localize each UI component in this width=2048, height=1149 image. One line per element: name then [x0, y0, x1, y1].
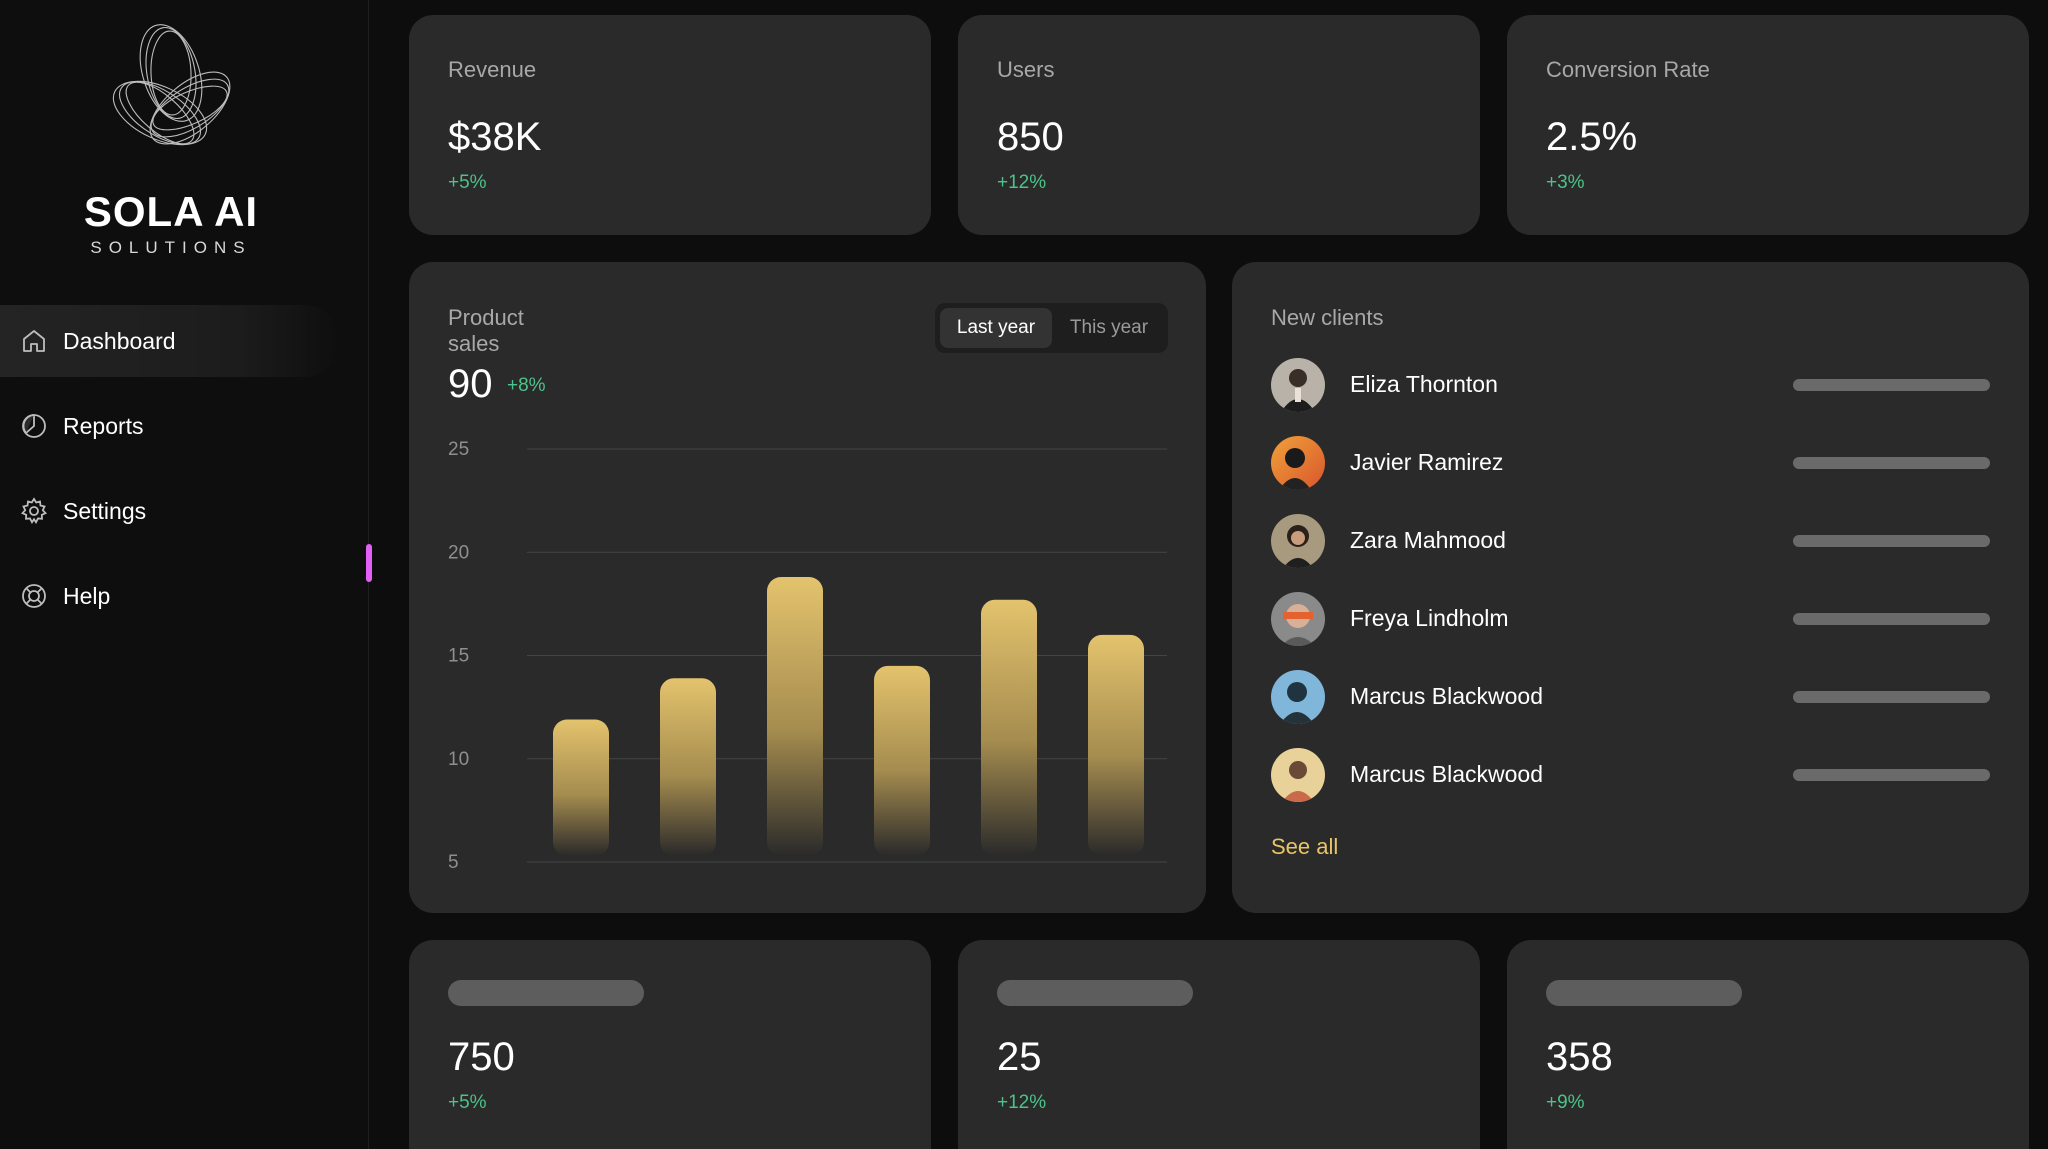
- home-icon: [20, 327, 48, 355]
- client-row[interactable]: Marcus Blackwood: [1271, 670, 1991, 726]
- stat-value: 2.5%: [1546, 115, 1638, 159]
- sidebar: SOLA AI SOLUTIONS Dashboard: [0, 0, 372, 1149]
- chart-y-tick-label: 10: [448, 749, 469, 770]
- client-row[interactable]: Javier Ramirez: [1271, 436, 1991, 492]
- chart-y-tick-label: 15: [448, 646, 469, 667]
- metric-card: [1507, 940, 2029, 1149]
- product-sales-title: Product sales: [448, 305, 524, 356]
- client-row[interactable]: Freya Lindholm: [1271, 592, 1991, 648]
- metric-value: 358: [1546, 1035, 1613, 1079]
- stat-change: +3%: [1546, 172, 1585, 193]
- stat-title: Revenue: [448, 57, 537, 82]
- chart-bar[interactable]: [981, 599, 1037, 856]
- client-row[interactable]: Marcus Blackwood: [1271, 748, 1991, 804]
- sidebar-item-label: Help: [63, 582, 111, 609]
- placeholder-label: [997, 980, 1193, 1006]
- sidebar-resize-handle[interactable]: [366, 544, 372, 582]
- product-sales-chart: 25 20 15 10 5: [448, 439, 1167, 870]
- metric-value: 750: [448, 1035, 515, 1079]
- avatar: [1271, 592, 1325, 646]
- sidebar-item-dashboard[interactable]: Dashboard: [0, 305, 340, 377]
- stat-card-revenue: Revenue $38K +5%: [409, 15, 931, 235]
- avatar: [1271, 358, 1325, 412]
- chart-y-tick-label: 25: [448, 439, 469, 460]
- pie-chart-icon: [20, 412, 48, 440]
- avatar: [1271, 514, 1325, 568]
- client-name: Marcus Blackwood: [1350, 761, 1544, 787]
- chart-y-tick-label: 5: [448, 852, 459, 870]
- sidebar-nav: Dashboard Reports: [0, 305, 369, 645]
- client-name: Javier Ramirez: [1350, 449, 1504, 475]
- stat-value: $38K: [448, 115, 542, 159]
- client-progress-bar: [1793, 691, 1990, 703]
- logo-mark-icon: [112, 24, 231, 146]
- brand-logo[interactable]: SOLA AI SOLUTIONS: [0, 18, 340, 257]
- stat-title: Users: [997, 57, 1055, 82]
- client-name: Marcus Blackwood: [1350, 683, 1544, 709]
- metric-change: +5%: [448, 1092, 487, 1113]
- metric-card: [958, 940, 1480, 1149]
- placeholder-label: [1546, 980, 1742, 1006]
- chart-bar[interactable]: [660, 678, 716, 856]
- placeholder-label: [448, 980, 644, 1006]
- client-progress-bar: [1793, 535, 1990, 547]
- avatar: [1271, 670, 1325, 724]
- brand-tagline: SOLUTIONS: [90, 238, 252, 257]
- product-sales-value: 90: [448, 362, 493, 406]
- client-row[interactable]: Zara Mahmood: [1271, 514, 1991, 570]
- client-row[interactable]: Eliza Thornton: [1271, 358, 1991, 414]
- sidebar-item-help[interactable]: Help: [0, 560, 340, 632]
- brand-name: SOLA AI: [83, 188, 259, 235]
- stat-card-users: Users 850 +12%: [958, 15, 1480, 235]
- stat-value: 850: [997, 115, 1064, 159]
- toggle-this-year[interactable]: This year: [1069, 317, 1149, 338]
- lifebuoy-icon: [20, 582, 48, 610]
- product-sales-change: +8%: [507, 375, 546, 396]
- new-clients-title: New clients: [1271, 305, 1384, 330]
- metric-change: +9%: [1546, 1092, 1585, 1113]
- chart-bar[interactable]: [874, 665, 930, 856]
- client-name: Zara Mahmood: [1350, 527, 1506, 553]
- client-progress-bar: [1793, 769, 1990, 781]
- stat-change: +5%: [448, 172, 487, 193]
- see-all-link[interactable]: See all: [1271, 834, 1339, 859]
- sidebar-item-label: Settings: [63, 497, 147, 524]
- metric-change: +12%: [997, 1092, 1047, 1113]
- sidebar-item-settings[interactable]: Settings: [0, 475, 340, 547]
- stat-card-conversion: Conversion Rate 2.5% +3%: [1507, 15, 2029, 235]
- client-progress-bar: [1793, 613, 1990, 625]
- metric-card: [409, 940, 931, 1149]
- sidebar-item-label: Dashboard: [63, 327, 176, 354]
- sidebar-item-reports[interactable]: Reports: [0, 390, 340, 462]
- chart-y-tick-label: 20: [448, 542, 469, 563]
- avatar: [1271, 436, 1325, 490]
- client-progress-bar: [1793, 457, 1990, 469]
- metric-value: 25: [997, 1035, 1042, 1079]
- stat-change: +12%: [997, 172, 1047, 193]
- chart-bar[interactable]: [767, 577, 823, 856]
- toggle-last-year[interactable]: Last year: [940, 308, 1052, 348]
- client-name: Freya Lindholm: [1350, 605, 1509, 631]
- chart-bar[interactable]: [553, 719, 609, 856]
- new-clients-card: New clients: [1232, 262, 2029, 913]
- client-progress-bar: [1793, 379, 1990, 391]
- sidebar-item-label: Reports: [63, 412, 144, 439]
- chart-bar[interactable]: [1088, 634, 1144, 856]
- gear-icon: [20, 497, 48, 525]
- client-name: Eliza Thornton: [1350, 371, 1498, 397]
- stat-title: Conversion Rate: [1546, 57, 1710, 82]
- avatar: [1271, 748, 1325, 802]
- period-toggle: Last year This year: [935, 303, 1168, 353]
